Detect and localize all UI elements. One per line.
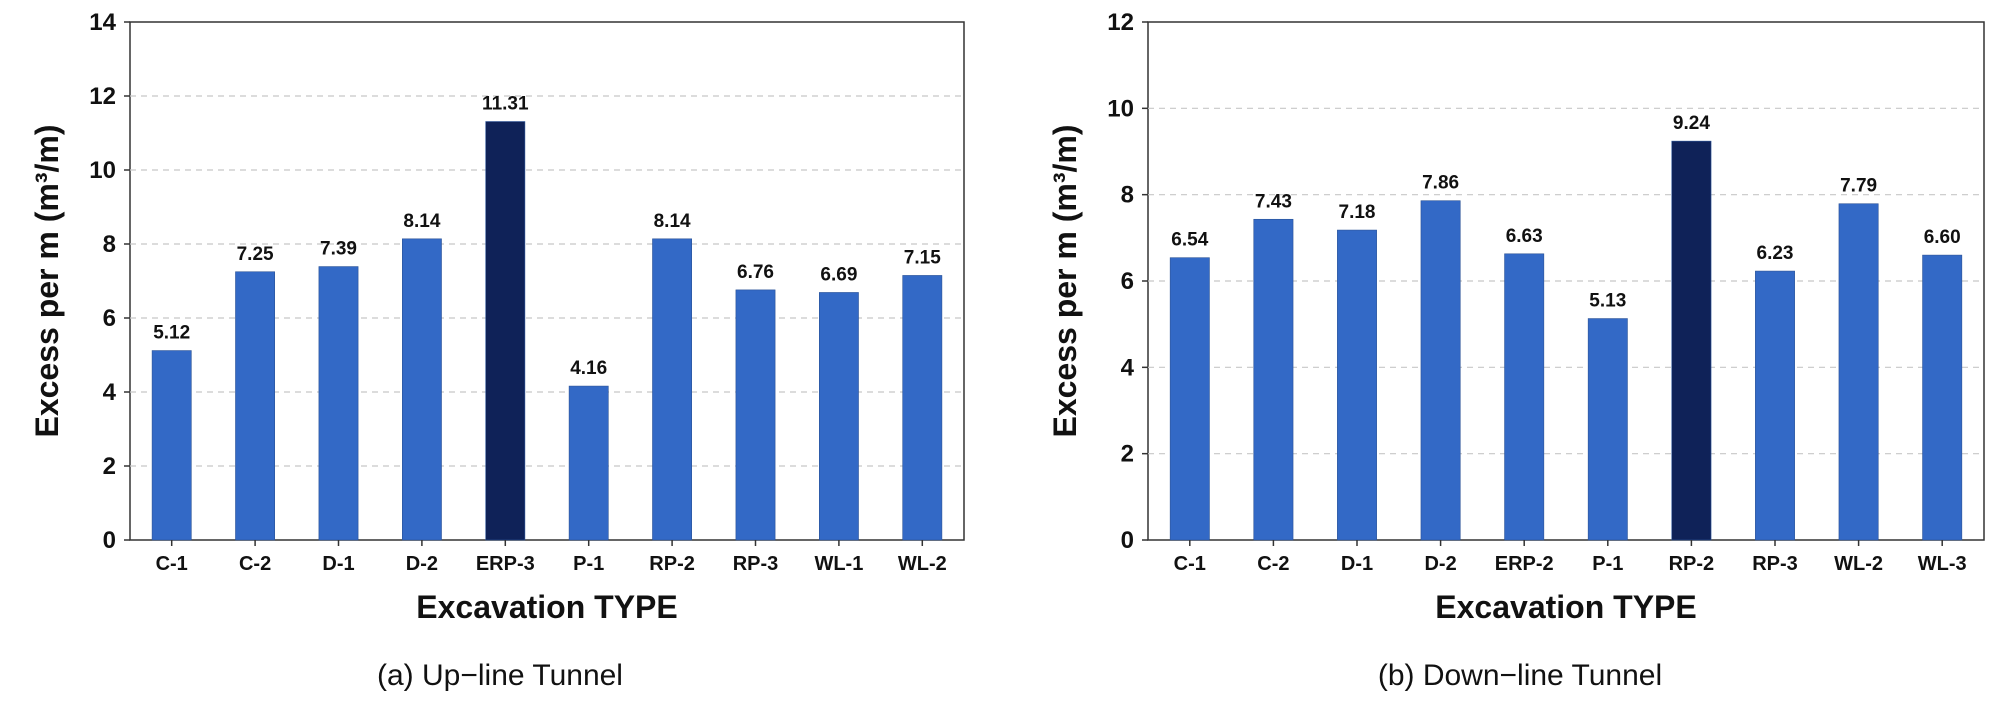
x-tick-label: WL-3	[1918, 553, 1967, 575]
bar-d-1	[1337, 229, 1377, 541]
x-tick-label: C-2	[1257, 553, 1289, 575]
y-tick-label: 10	[89, 157, 116, 184]
bar-p-1	[1587, 318, 1628, 541]
bar-rp-2	[652, 238, 692, 541]
x-tick-label: P-1	[1592, 553, 1623, 575]
x-tick-label: RP-2	[1669, 553, 1715, 575]
data-label: 9.24	[1673, 113, 1710, 134]
y-tick-label: 4	[103, 379, 117, 406]
data-label: 4.16	[570, 358, 607, 379]
bar-d-2	[402, 238, 442, 541]
y-tick-label: 2	[103, 453, 116, 480]
y-axis-title: Excess per m (m³/m)	[1047, 124, 1083, 437]
x-tick-label: P-1	[573, 553, 604, 575]
data-label: 7.79	[1840, 176, 1877, 197]
data-label: 6.76	[737, 262, 774, 283]
bar-d-1	[318, 266, 359, 541]
x-tick-label: D-1	[1341, 553, 1373, 575]
data-label: 6.69	[820, 264, 857, 285]
x-tick-label: D-2	[406, 553, 438, 575]
data-label: 8.14	[654, 211, 691, 232]
bar-wl-2	[1838, 203, 1879, 541]
bar-wl-3	[1922, 254, 1963, 541]
x-tick-label: D-1	[322, 553, 354, 575]
x-axis-title: Excavation TYPE	[416, 589, 677, 625]
data-label: 5.12	[153, 323, 190, 344]
panel-caption: (b) Down−line Tunnel	[1378, 659, 1662, 692]
bar-p-1	[568, 385, 609, 541]
panel-caption: (a) Up−line Tunnel	[377, 659, 623, 692]
y-tick-label: 6	[103, 305, 116, 332]
bar-d-2	[1420, 200, 1461, 541]
bar-erp-2	[1504, 253, 1545, 541]
data-label: 6.60	[1924, 227, 1961, 248]
bar-wl-2	[902, 275, 943, 541]
bar-c-2	[1253, 218, 1294, 541]
bar-rp-3	[1755, 270, 1795, 541]
data-label: 6.54	[1171, 230, 1208, 251]
data-label: 7.25	[237, 244, 274, 265]
data-label: 7.18	[1339, 202, 1376, 223]
data-label: 11.31	[482, 94, 529, 115]
data-label: 6.23	[1757, 243, 1794, 264]
x-tick-label: ERP-3	[476, 553, 535, 575]
y-tick-label: 12	[1107, 9, 1134, 36]
y-axis-title: Excess per m (m³/m)	[29, 124, 65, 437]
x-tick-label: D-2	[1424, 553, 1456, 575]
data-label: 8.14	[403, 211, 440, 232]
x-tick-label: WL-1	[814, 553, 863, 575]
bar-c-1	[1169, 257, 1210, 541]
data-label: 7.43	[1255, 191, 1292, 212]
y-tick-label: 8	[1121, 182, 1134, 209]
data-label: 7.39	[320, 239, 357, 260]
data-label: 5.13	[1589, 291, 1626, 312]
y-tick-label: 6	[1121, 268, 1134, 295]
x-tick-label: RP-2	[649, 553, 695, 575]
y-tick-label: 12	[89, 83, 116, 110]
y-tick-label: 2	[1121, 441, 1134, 468]
bar-rp-2	[1671, 140, 1712, 541]
x-tick-label: RP-3	[1752, 553, 1798, 575]
x-tick-label: C-1	[156, 553, 188, 575]
y-tick-label: 8	[103, 231, 116, 258]
data-label: 7.86	[1422, 173, 1459, 194]
y-tick-label: 14	[89, 9, 116, 36]
y-tick-label: 0	[103, 527, 116, 554]
x-tick-label: WL-2	[1834, 553, 1883, 575]
y-tick-label: 0	[1121, 527, 1134, 554]
data-label: 6.63	[1506, 226, 1543, 247]
x-tick-label: C-1	[1174, 553, 1206, 575]
x-tick-label: RP-3	[733, 553, 779, 575]
bar-erp-3	[485, 121, 526, 541]
bar-wl-1	[819, 292, 859, 541]
bar-rp-3	[735, 289, 776, 541]
x-tick-label: ERP-2	[1495, 553, 1554, 575]
x-axis-title: Excavation TYPE	[1435, 589, 1696, 625]
data-label: 7.15	[904, 247, 941, 268]
x-tick-label: C-2	[239, 553, 271, 575]
bar-c-2	[235, 271, 275, 541]
y-tick-label: 4	[1121, 354, 1135, 381]
chart-panel-1: 0 2 4 6 8 10 12 14 5.12 C-1 7.25 C-2 7.39 D-1 8.14 D-2 1…	[29, 9, 965, 692]
bar-c-1	[151, 350, 192, 541]
x-tick-label: WL-2	[898, 553, 947, 575]
y-tick-label: 10	[1107, 95, 1134, 122]
chart-panel-2: 0 2 4 6 8 10 12 6.54 C-1 7.43 C-2 7.18 D-1 7.86 D-2 6.6…	[1047, 9, 1985, 692]
